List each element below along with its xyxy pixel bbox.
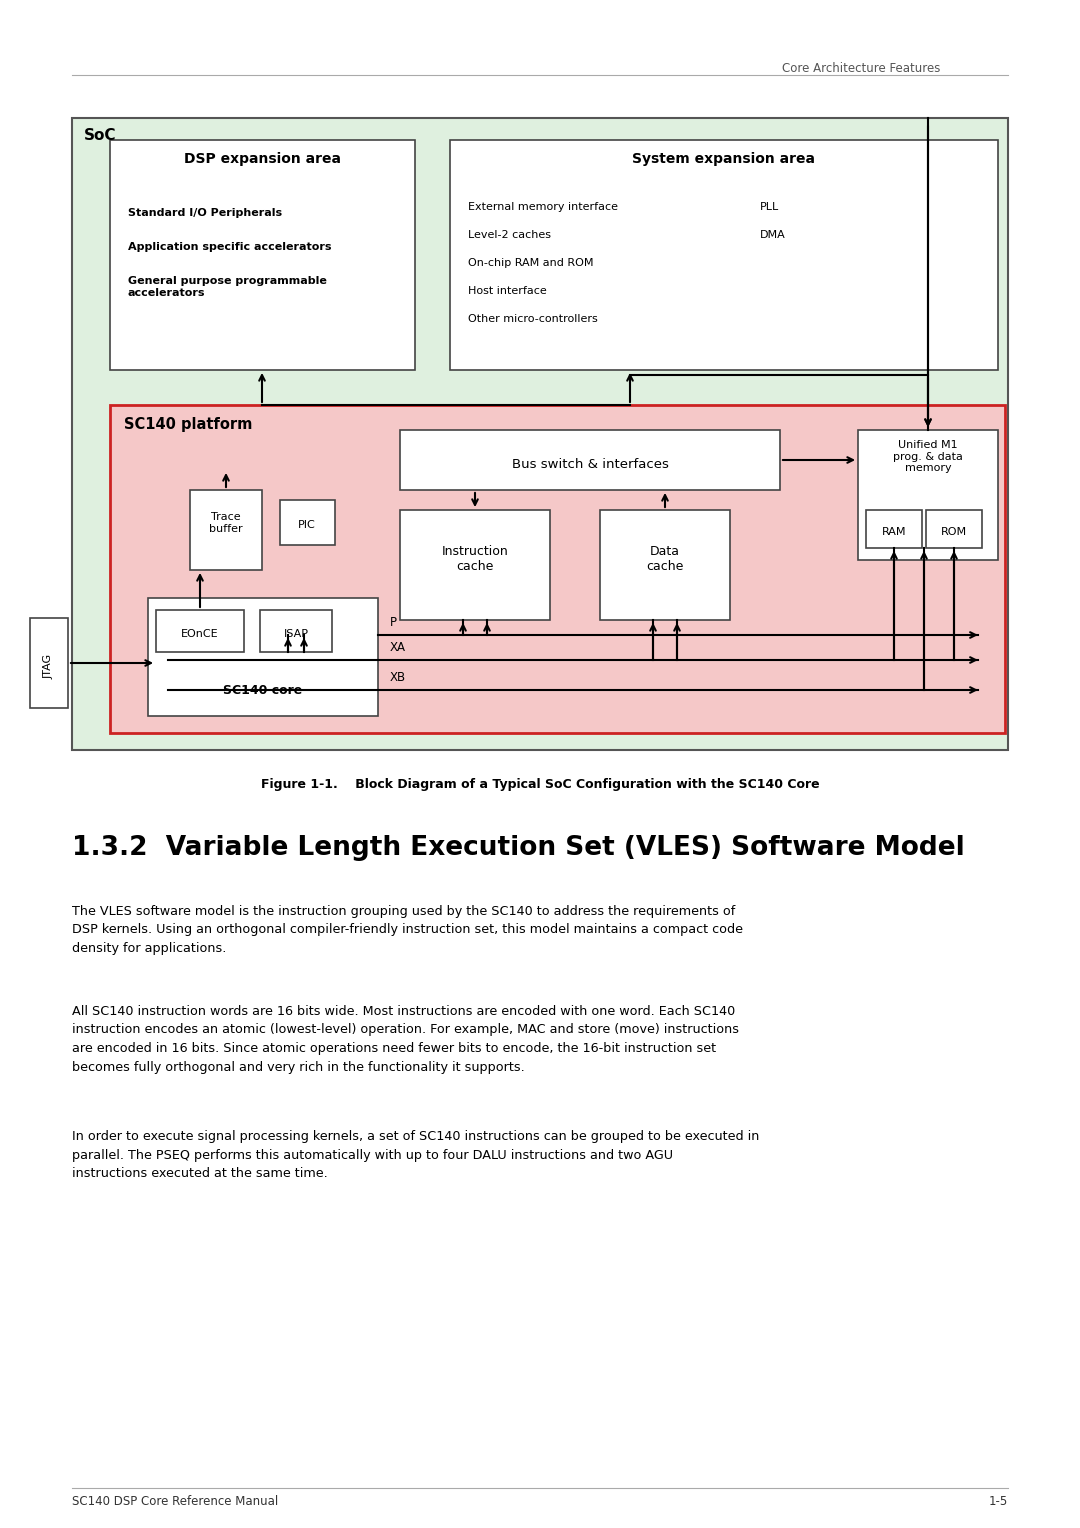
Bar: [400, 429, 780, 490]
Bar: [156, 610, 244, 652]
Bar: [450, 141, 998, 370]
Bar: [110, 405, 1005, 733]
Text: PIC: PIC: [298, 520, 315, 530]
Text: 1.3.2  Variable Length Execution Set (VLES) Software Model: 1.3.2 Variable Length Execution Set (VLE…: [72, 834, 964, 860]
Bar: [858, 429, 998, 559]
Text: DMA: DMA: [760, 231, 786, 240]
Text: External memory interface: External memory interface: [468, 202, 618, 212]
Text: The VLES software model is the instruction grouping used by the SC140 to address: The VLES software model is the instructi…: [72, 905, 743, 955]
Bar: [600, 510, 730, 620]
Text: Core Architecture Features: Core Architecture Features: [782, 63, 940, 75]
Text: XA: XA: [390, 642, 406, 654]
Text: JTAG: JTAG: [44, 654, 54, 678]
Text: All SC140 instruction words are 16 bits wide. Most instructions are encoded with: All SC140 instruction words are 16 bits …: [72, 1005, 739, 1074]
Bar: [72, 118, 1008, 750]
Text: SC140 core: SC140 core: [224, 685, 302, 697]
Text: In order to execute signal processing kernels, a set of SC140 instructions can b: In order to execute signal processing ke…: [72, 1131, 759, 1180]
Text: SC140 platform: SC140 platform: [124, 417, 253, 432]
Text: XB: XB: [390, 671, 406, 685]
Text: ROM: ROM: [941, 527, 967, 536]
Text: Trace
buffer: Trace buffer: [210, 512, 243, 533]
Text: Host interface: Host interface: [468, 286, 546, 296]
Text: Level-2 caches: Level-2 caches: [468, 231, 551, 240]
Text: P: P: [390, 616, 397, 630]
Bar: [400, 510, 550, 620]
Bar: [926, 510, 982, 549]
Text: PLL: PLL: [760, 202, 780, 212]
Text: Instruction
cache: Instruction cache: [442, 545, 509, 573]
Text: Standard I/O Peripherals: Standard I/O Peripherals: [129, 208, 282, 219]
Bar: [30, 617, 68, 707]
Text: ISAP: ISAP: [283, 630, 309, 639]
Bar: [260, 610, 332, 652]
Text: 1-5: 1-5: [989, 1494, 1008, 1508]
Bar: [280, 500, 335, 545]
Text: DSP expansion area: DSP expansion area: [184, 151, 340, 167]
Text: RAM: RAM: [881, 527, 906, 536]
Bar: [110, 141, 415, 370]
Text: On-chip RAM and ROM: On-chip RAM and ROM: [468, 258, 594, 267]
Bar: [148, 597, 378, 717]
Text: Unified M1
prog. & data
memory: Unified M1 prog. & data memory: [893, 440, 963, 474]
Text: Other micro-controllers: Other micro-controllers: [468, 313, 597, 324]
Text: General purpose programmable
accelerators: General purpose programmable accelerator…: [129, 277, 327, 298]
Text: Data
cache: Data cache: [646, 545, 684, 573]
Text: Bus switch & interfaces: Bus switch & interfaces: [512, 457, 669, 471]
Text: SoC: SoC: [84, 128, 117, 144]
Text: Figure 1-1.    Block Diagram of a Typical SoC Configuration with the SC140 Core: Figure 1-1. Block Diagram of a Typical S…: [260, 778, 820, 792]
Text: Application specific accelerators: Application specific accelerators: [129, 241, 332, 252]
Text: System expansion area: System expansion area: [633, 151, 815, 167]
Text: SC140 DSP Core Reference Manual: SC140 DSP Core Reference Manual: [72, 1494, 279, 1508]
Text: EOnCE: EOnCE: [181, 630, 219, 639]
Bar: [190, 490, 262, 570]
Bar: [866, 510, 922, 549]
